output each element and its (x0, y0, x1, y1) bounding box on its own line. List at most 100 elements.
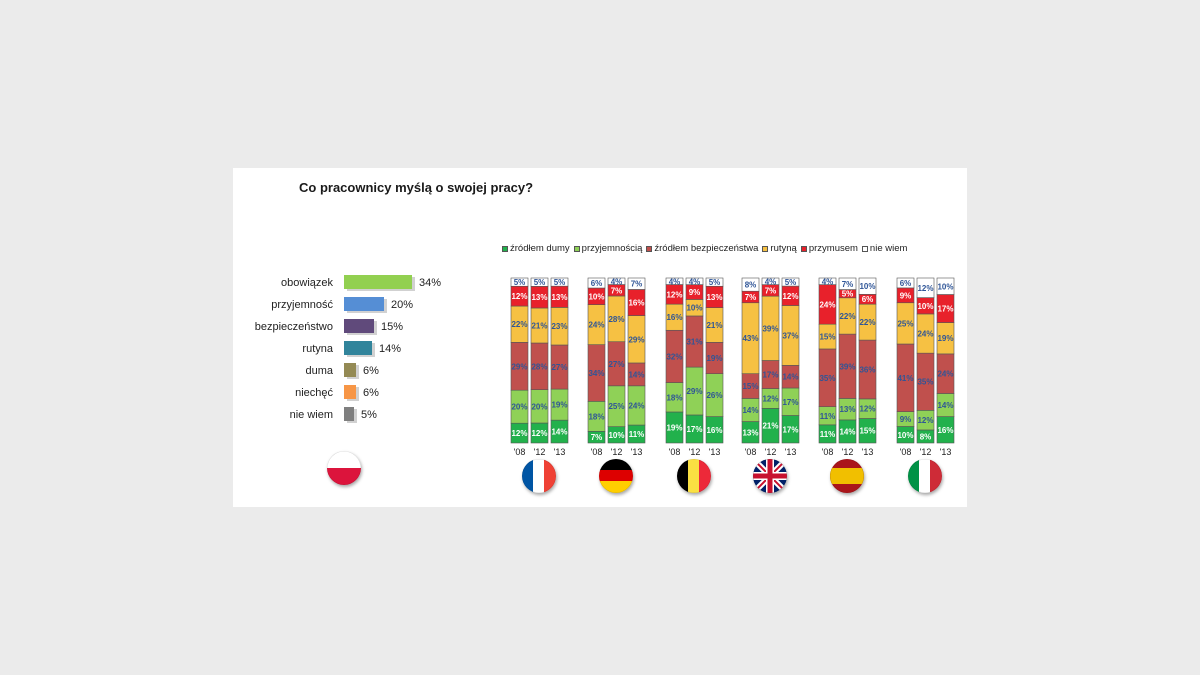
segment-value-label: 19% (551, 401, 567, 410)
segment-value-label: 13% (839, 405, 855, 414)
segment-value-label: 11% (629, 430, 645, 439)
segment-value-label: 14% (628, 370, 644, 379)
segment-value-label: 9% (900, 415, 912, 424)
segment-value-label: 12% (859, 405, 875, 414)
segment-value-label: 10% (686, 304, 702, 313)
pl-bar (344, 297, 384, 311)
stacked-bar-segment (916, 277, 935, 298)
segment-value-label: 9% (689, 288, 701, 297)
pl-value-label: 5% (361, 409, 377, 421)
segment-value-label: 17% (686, 425, 702, 434)
segment-value-label: 14% (742, 406, 758, 415)
stacked-bar-segment (741, 277, 760, 292)
segment-value-label: 5% (709, 278, 721, 287)
segment-value-label: 10% (608, 431, 624, 440)
legend-swatch (573, 245, 580, 252)
segment-value-label: 17% (782, 398, 798, 407)
segment-value-label: 19% (706, 354, 722, 363)
segment-value-label: 18% (666, 393, 682, 402)
segment-value-label: 21% (762, 422, 778, 431)
legend-swatch (861, 245, 868, 252)
segment-value-label: 6% (862, 295, 874, 304)
segment-value-label: 23% (551, 322, 567, 331)
segment-value-label: 25% (897, 319, 913, 328)
segment-value-label: 24% (588, 321, 604, 330)
stacked-bar-segment (838, 277, 857, 290)
belgium-flag-icon (677, 459, 711, 493)
segment-value-label: 4% (765, 277, 777, 286)
chart-svg: obowiązek 34% przyjemność 20% bezpieczeństwo… (255, 275, 955, 457)
year-label: '08 (900, 447, 912, 457)
year-label: '13 (554, 447, 566, 457)
segment-value-label: 35% (819, 374, 835, 383)
segment-value-label: 12% (762, 394, 778, 403)
segment-value-label: 29% (628, 335, 644, 344)
segment-value-label: 17% (937, 305, 953, 314)
stacked-bar-segment (781, 277, 800, 287)
pl-category-label: przyjemność (271, 299, 333, 311)
legend-label: przymusem (808, 243, 858, 254)
segment-value-label: 12% (782, 292, 798, 301)
segment-value-label: 12% (511, 292, 527, 301)
segment-value-label: 13% (551, 293, 567, 302)
segment-value-label: 10% (937, 282, 953, 291)
page-title: Co pracownicy myślą o swojej pracy? (299, 180, 534, 195)
pl-value-label: 6% (363, 387, 379, 399)
legend-swatch (762, 245, 769, 252)
segment-value-label: 22% (859, 318, 875, 327)
segment-value-label: 6% (591, 279, 603, 288)
segment-value-label: 4% (669, 277, 681, 286)
uk-flag-icon (753, 459, 787, 493)
poland-flag-icon (327, 451, 361, 485)
segment-value-label: 13% (706, 293, 722, 302)
segment-value-label: 14% (839, 427, 855, 436)
segment-value-label: 21% (706, 321, 722, 330)
pl-category-label: obowiązek (281, 277, 333, 289)
segment-value-label: 24% (917, 330, 933, 339)
segment-value-label: 7% (765, 286, 777, 295)
segment-value-label: 16% (666, 313, 682, 322)
year-label: '08 (591, 447, 603, 457)
stacked-bar-segment (550, 277, 569, 287)
segment-value-label: 21% (531, 322, 547, 331)
pl-category-label: duma (305, 365, 333, 377)
year-label: '13 (709, 447, 721, 457)
segment-value-label: 20% (511, 403, 527, 412)
segment-value-label: 17% (762, 371, 778, 380)
segment-value-label: 5% (785, 278, 797, 287)
stacked-bar-segment (761, 277, 780, 285)
segment-value-label: 14% (937, 401, 953, 410)
segment-value-label: 13% (742, 428, 758, 437)
segment-value-label: 16% (628, 299, 644, 308)
segment-value-label: 22% (839, 312, 855, 321)
segment-value-label: 28% (531, 362, 547, 371)
segment-value-label: 10% (588, 292, 604, 301)
year-label: '12 (842, 447, 854, 457)
segment-value-label: 35% (917, 378, 933, 387)
segment-value-label: 17% (782, 425, 798, 434)
legend-item: rutyną (762, 243, 797, 254)
legend-item: nie wiem (861, 243, 907, 254)
stacked-bar-segment (587, 277, 606, 289)
stacked-bar-segment (665, 277, 684, 285)
year-label: '13 (631, 447, 643, 457)
stacked-bar-segment (858, 277, 877, 295)
segment-value-label: 12% (666, 290, 682, 299)
stacked-bar-segment (896, 277, 915, 289)
legend-label: źródłem bezpieczeństwa (654, 243, 759, 254)
segment-value-label: 4% (822, 277, 834, 286)
stacked-bar-segment (685, 277, 704, 285)
segment-value-label: 7% (631, 280, 643, 289)
segment-value-label: 5% (842, 290, 854, 299)
segment-value-label: 36% (859, 365, 875, 374)
segment-value-label: 22% (511, 320, 527, 329)
stacked-bar-segment (705, 277, 724, 287)
stacked-bar-segment (627, 277, 646, 290)
legend-item: przymusem (800, 243, 858, 254)
legend-item: źródłem dumy (502, 243, 570, 254)
year-label: '13 (940, 447, 952, 457)
segment-value-label: 32% (666, 352, 682, 361)
segment-value-label: 19% (666, 423, 682, 432)
year-label: '13 (785, 447, 797, 457)
segment-value-label: 8% (920, 432, 932, 441)
